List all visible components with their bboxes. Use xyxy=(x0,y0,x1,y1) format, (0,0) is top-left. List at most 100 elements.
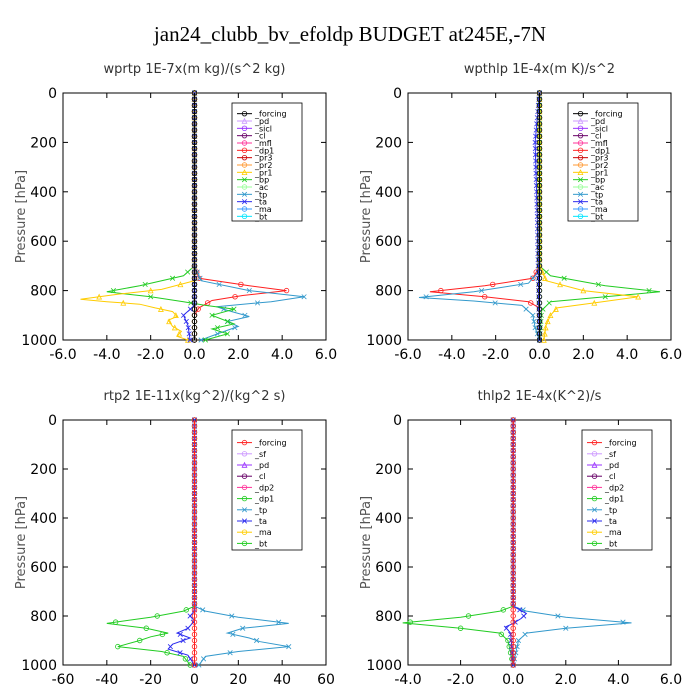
legend-label: _dp1 xyxy=(254,495,274,504)
data-point xyxy=(191,318,198,325)
legend-label: _bp xyxy=(590,176,605,185)
legend: _forcing _sf _pd _cl _dp2 _dp1 _tp _ta _ma _bt xyxy=(581,429,653,551)
data-point xyxy=(547,312,554,319)
data-point xyxy=(209,312,215,318)
data-point xyxy=(536,121,543,127)
y-tick-label: 0 xyxy=(48,86,57,102)
data-point xyxy=(191,96,198,102)
data-point xyxy=(510,515,516,521)
legend-entry: _pr3 xyxy=(573,154,608,163)
legend-label: _ma xyxy=(590,205,608,214)
legend-label: _dp1 xyxy=(604,495,624,504)
data-point xyxy=(238,281,244,288)
legend-entry: _ma xyxy=(587,528,622,537)
legend-entry: _pr1 xyxy=(237,168,272,177)
data-point xyxy=(536,244,543,251)
y-tick-label: 400 xyxy=(375,511,402,527)
data-point xyxy=(602,294,608,300)
data-point xyxy=(510,594,516,601)
data-point xyxy=(191,244,198,251)
series-line xyxy=(194,420,289,666)
legend-label: _ac xyxy=(254,183,268,192)
legend-entry: _pr2 xyxy=(573,161,608,170)
data-point xyxy=(510,656,516,662)
legend-label: _sicl xyxy=(254,124,272,133)
data-point xyxy=(191,570,198,576)
data-point xyxy=(521,613,527,619)
legend-entry: _forcing xyxy=(237,110,287,119)
data-point xyxy=(200,607,206,613)
data-point xyxy=(510,435,516,442)
data-point xyxy=(115,643,121,650)
data-point xyxy=(536,306,543,312)
data-point xyxy=(536,294,542,300)
data-point xyxy=(191,582,198,589)
legend-label: _pr1 xyxy=(254,168,272,177)
data-point xyxy=(531,318,537,325)
data-point xyxy=(191,625,198,631)
data-point xyxy=(536,312,543,318)
data-point xyxy=(510,613,516,619)
legend-label: _tp xyxy=(254,190,267,199)
legend-entry: _ta xyxy=(237,517,267,526)
data-point xyxy=(214,325,221,331)
data-point xyxy=(191,257,198,263)
data-point xyxy=(536,300,543,306)
data-point xyxy=(510,582,516,589)
x-tick-label: 6.0 xyxy=(315,347,337,363)
data-point xyxy=(254,300,261,306)
data-point xyxy=(191,552,198,558)
data-point xyxy=(517,607,523,613)
data-point xyxy=(191,281,198,288)
legend-label: _pd xyxy=(254,461,269,470)
data-point xyxy=(191,466,198,472)
data-point xyxy=(510,447,516,454)
legend-entry: _cl xyxy=(587,472,616,481)
data-point xyxy=(276,619,282,625)
data-point xyxy=(191,423,198,429)
data-point xyxy=(532,139,538,145)
data-point xyxy=(96,293,103,300)
data-point xyxy=(191,490,198,497)
data-point xyxy=(171,324,178,331)
x-tick-label: -6.0 xyxy=(49,347,76,363)
data-point xyxy=(110,288,116,294)
chart-title: rtp2 1E-11x(kg^2)/(kg^2 s) xyxy=(104,389,286,404)
legend-label: _ta xyxy=(254,198,267,207)
data-point xyxy=(510,601,516,607)
data-point xyxy=(225,318,231,325)
y-tick-label: 1000 xyxy=(21,333,57,349)
data-point xyxy=(191,607,198,613)
data-point xyxy=(191,588,198,595)
x-tick-label: -2.0 xyxy=(137,347,164,363)
legend-label: _mfl xyxy=(590,139,608,148)
series-dp1 xyxy=(429,90,543,343)
data-point xyxy=(536,226,543,232)
chart-title: wpthlp 1E-4x(m K)/s^2 xyxy=(464,62,615,77)
data-point xyxy=(191,576,198,582)
data-point xyxy=(177,631,183,637)
data-point xyxy=(522,631,528,637)
series-line xyxy=(418,93,540,341)
chart-panel-1: wprtp 1E-7x(m kg)/(s^2 kg) Pressure [hPa]… xyxy=(14,62,337,363)
data-point xyxy=(242,312,248,318)
data-point xyxy=(154,613,160,619)
legend-entry: _tp xyxy=(237,190,267,199)
data-point xyxy=(191,164,198,170)
legend-label: _sf xyxy=(604,450,616,459)
data-point xyxy=(183,318,189,325)
data-point xyxy=(191,515,198,521)
x-tick-label: -2.0 xyxy=(447,672,474,688)
data-point xyxy=(536,337,543,343)
legend-entry: _cl xyxy=(237,472,266,481)
data-point xyxy=(202,337,209,343)
data-point xyxy=(191,226,198,232)
data-point xyxy=(191,269,198,275)
y-tick-label: 1000 xyxy=(366,658,402,674)
data-point xyxy=(533,158,539,164)
legend-label: _cl xyxy=(604,472,616,481)
legend-entry: _pr3 xyxy=(237,154,272,163)
legend-label: _cl xyxy=(590,132,602,141)
chart-panel-2: wpthlp 1E-4x(m K)/s^2 Pressure [hPa] 0 200 4… xyxy=(359,62,682,363)
legend-entry: _sicl xyxy=(573,124,608,133)
